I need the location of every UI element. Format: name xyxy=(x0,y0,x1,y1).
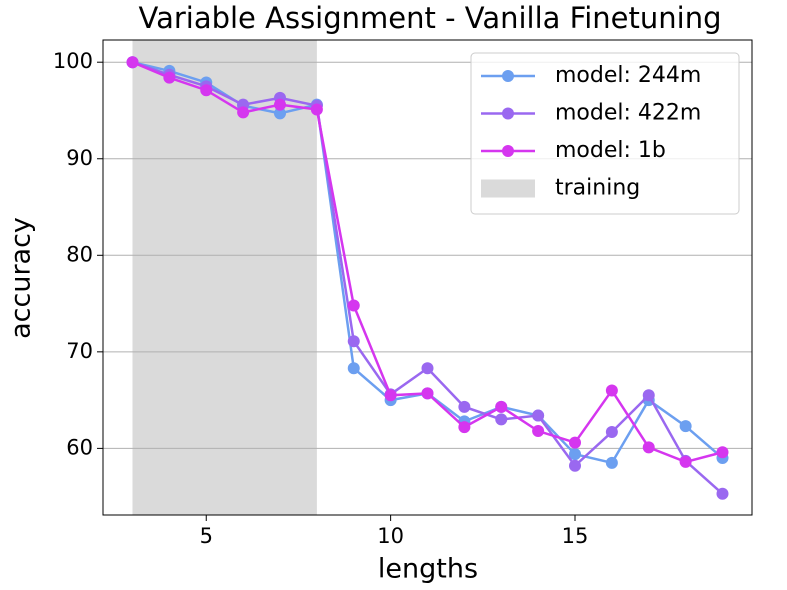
data-point xyxy=(347,335,360,348)
data-point xyxy=(495,400,508,413)
data-point xyxy=(569,459,581,472)
training-span xyxy=(132,40,317,515)
data-point xyxy=(642,389,655,402)
y-tick-label: 80 xyxy=(66,242,93,266)
data-point xyxy=(458,421,471,434)
legend-marker xyxy=(502,107,514,120)
data-point xyxy=(532,409,545,422)
plot-frame xyxy=(102,39,753,516)
y-tick-label: 100 xyxy=(53,49,93,73)
data-point xyxy=(605,456,618,469)
data-point xyxy=(421,362,434,375)
data-point xyxy=(126,56,139,69)
data-point xyxy=(384,389,397,402)
data-point xyxy=(569,448,581,461)
y-tick-label: 60 xyxy=(66,435,93,459)
legend-label: model: 1b xyxy=(555,138,666,163)
legend-marker xyxy=(502,145,514,157)
x-tick-label: 15 xyxy=(562,524,589,548)
data-point xyxy=(200,84,213,97)
data-point xyxy=(495,413,508,426)
data-point xyxy=(532,425,545,438)
legend-marker xyxy=(502,70,514,82)
data-point xyxy=(569,436,581,449)
x-axis-label: lengths xyxy=(378,554,478,585)
data-point xyxy=(347,299,360,312)
y-axis-label: accuracy xyxy=(6,217,37,339)
legend-label: training xyxy=(555,176,640,201)
data-point xyxy=(716,487,729,500)
data-point xyxy=(642,441,655,454)
y-tick-label: 70 xyxy=(66,339,93,363)
legend-label: model: 422m xyxy=(555,101,701,126)
data-point xyxy=(347,362,360,375)
x-tick-label: 10 xyxy=(377,524,404,548)
data-point xyxy=(458,400,471,413)
data-point xyxy=(679,420,692,433)
data-point xyxy=(421,387,434,400)
y-tick-label: 90 xyxy=(66,146,93,170)
data-point xyxy=(679,455,692,468)
legend-label: model: 244m xyxy=(555,63,701,88)
data-point xyxy=(310,103,323,116)
data-point xyxy=(163,71,176,84)
data-point xyxy=(605,384,618,397)
data-point xyxy=(716,446,729,459)
data-point xyxy=(274,107,286,120)
x-tick-label: 5 xyxy=(200,524,213,548)
legend-box xyxy=(470,52,740,215)
data-point xyxy=(605,425,618,438)
data-point xyxy=(274,98,286,111)
chart-title: Variable Assignment - Vanilla Finetuning xyxy=(138,1,721,35)
legend-swatch xyxy=(481,179,535,198)
data-point xyxy=(237,106,250,119)
